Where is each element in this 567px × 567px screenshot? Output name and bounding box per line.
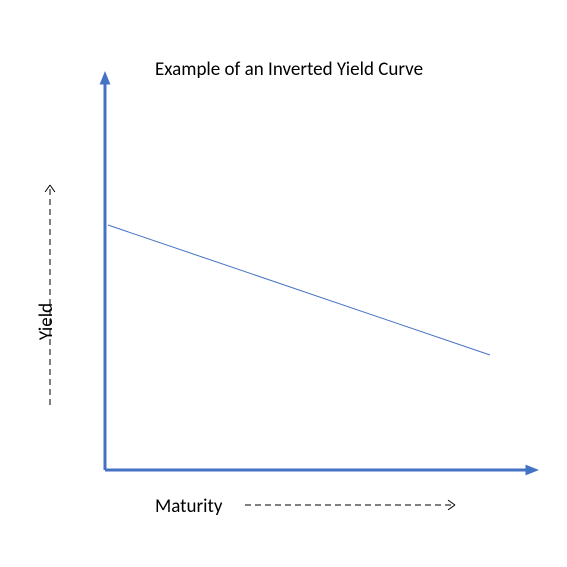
- chart-svg: [0, 0, 567, 567]
- yield-curve-chart: Example of an Inverted Yield Curve Yield…: [0, 0, 567, 567]
